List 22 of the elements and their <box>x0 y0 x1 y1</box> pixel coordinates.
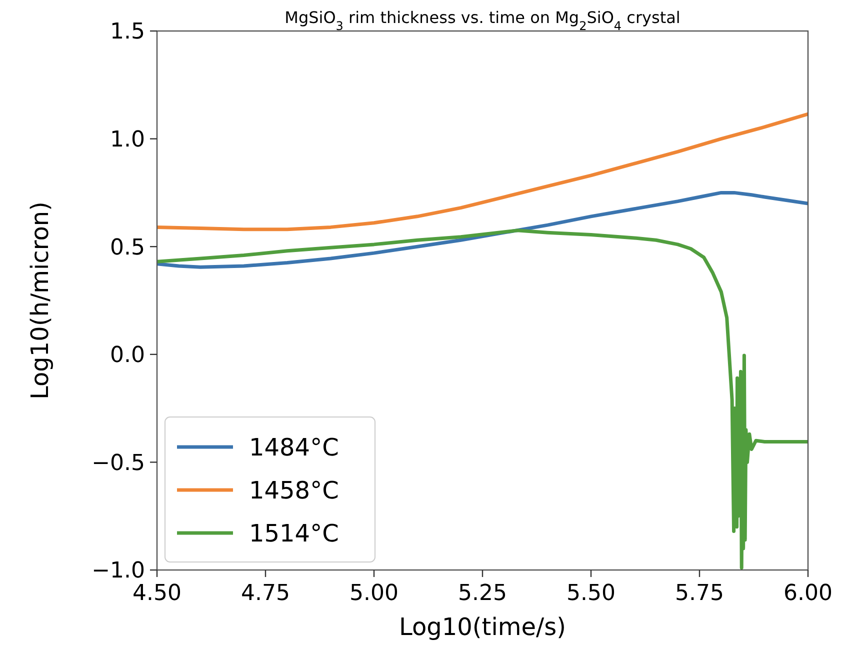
line-series <box>157 228 808 570</box>
y-tick-label: 1.5 <box>110 20 145 45</box>
line-series <box>157 190 808 269</box>
legend-label: 1458°C <box>249 476 339 504</box>
x-tick-label: 5.75 <box>675 581 724 606</box>
y-tick-label: −1.0 <box>92 558 145 584</box>
chart-title: MgSiO$_{3}$ rim thickness vs. time on Mg$_{2}$SiO$_{4}$ crystal <box>284 8 680 33</box>
y-tick-label: 0.5 <box>110 235 145 260</box>
x-tick-label: 6.00 <box>784 581 832 606</box>
line-series <box>157 112 808 232</box>
y-axis-title: Log10(h/micron) <box>26 202 54 400</box>
x-tick-label: 4.75 <box>241 581 290 606</box>
y-tick-label: 1.0 <box>110 128 145 152</box>
y-tick-label: 0.0 <box>110 343 145 368</box>
x-tick-label: 5.50 <box>566 581 616 606</box>
x-tick-label: 4.50 <box>132 581 182 606</box>
x-tick-label: 5.25 <box>458 581 507 606</box>
x-tick-label: 5.00 <box>350 581 398 606</box>
y-tick-label: −0.5 <box>92 450 145 476</box>
legend-label: 1484°C <box>249 433 339 462</box>
legend-label: 1514°C <box>249 519 339 548</box>
x-axis-title: Log10(time/s) <box>399 613 566 641</box>
